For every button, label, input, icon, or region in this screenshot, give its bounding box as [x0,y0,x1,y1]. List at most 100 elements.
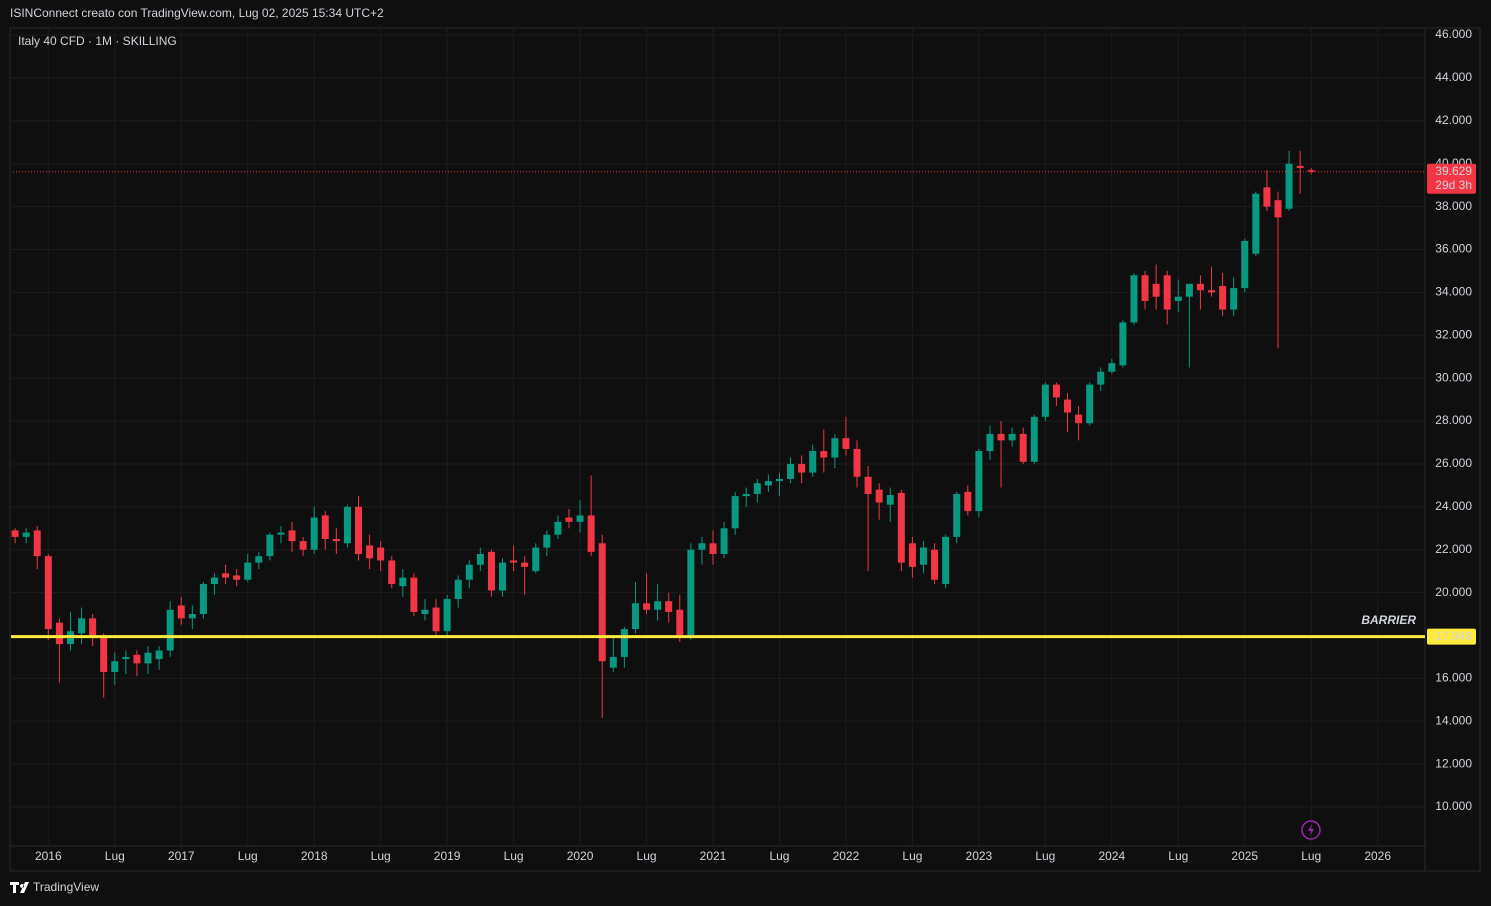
candle-body [188,614,196,619]
candle-body [122,656,130,660]
candle-body [399,577,407,587]
candle-body [1108,363,1116,372]
candle-body [310,517,318,550]
x-tick-label: 2022 [833,849,860,863]
candle-body [465,564,473,580]
candle-body [609,656,617,668]
candle-body [908,543,916,567]
candle-body [1196,283,1204,291]
y-tick-label: 28.000 [1435,413,1472,427]
candle-body [33,530,41,557]
y-tick-label: 16.000 [1435,671,1472,685]
x-tick-label: 2025 [1231,849,1258,863]
last-price-label: 39.629 [1435,164,1472,178]
x-tick-label: 2021 [700,849,727,863]
candle-body [388,560,396,585]
candle-body [476,554,484,565]
candle-body [764,481,772,486]
candle-body [1241,240,1249,289]
candle-body [964,491,972,512]
candle-body [1296,165,1304,169]
candle-body [410,577,418,612]
candle-body [210,577,218,585]
candle-body [1230,288,1238,310]
candle-body [665,601,673,612]
x-tick-label: 2019 [434,849,461,863]
candle-body [787,463,795,479]
barrier-price-tag [1427,628,1476,645]
candle-body [1064,399,1071,413]
candle-body [377,547,385,561]
y-tick-label: 46.000 [1435,27,1472,41]
y-tick-label: 32.000 [1435,327,1472,341]
x-tick-label: 2023 [966,849,993,863]
x-tick-label: Lug [238,849,258,863]
y-tick-label: 30.000 [1435,370,1472,384]
candle-body [775,478,783,482]
candle-body [144,652,152,664]
candle-body [1008,433,1016,441]
x-tick-label: Lug [637,849,657,863]
candle-body [853,448,861,477]
candle-body [454,579,462,600]
candle-body [1019,433,1027,462]
candle-body [1185,283,1193,297]
candle-body [443,599,451,632]
candle-body [288,530,296,542]
candle-body [1219,285,1227,310]
candle-body [842,438,850,449]
candle-body [355,506,362,555]
x-tick-label: Lug [1301,849,1321,863]
candle-body [864,476,872,494]
y-tick-label: 24.000 [1435,499,1472,513]
candle-body [720,528,728,555]
x-tick-label: 2017 [168,849,195,863]
candle-body [199,584,207,615]
candle-body [698,543,706,550]
candle-body [975,451,983,512]
candle-body [1097,371,1105,385]
y-tick-label: 34.000 [1435,285,1472,299]
y-tick-label: 12.000 [1435,756,1472,770]
y-tick-label: 42.000 [1435,113,1472,127]
candle-body [820,451,828,458]
candle-body [332,539,340,542]
x-tick-label: Lug [105,849,125,863]
candle-body [1119,322,1127,366]
candle-body [22,532,30,537]
candle-body [687,549,695,636]
barrier-annotation: BARRIER [1361,613,1416,627]
candle-body [654,601,662,610]
candle-body [1041,384,1049,417]
candle-body [742,493,750,497]
candle-body [919,547,927,565]
footer-text: TradingView [33,880,99,894]
candle-body [897,492,905,563]
candle-body [89,618,97,638]
y-tick-label: 14.000 [1435,713,1472,727]
candle-body [111,661,119,672]
candle-body [222,573,230,578]
candle-body [576,515,584,522]
candle-body [277,532,285,535]
candle-body [942,536,950,585]
candle-body [1163,275,1171,310]
candle-body [78,618,86,634]
candle-body [1274,200,1282,218]
y-tick-label: 26.000 [1435,456,1472,470]
candle-body [1307,170,1315,172]
candle-body [831,438,839,458]
candle-body [55,622,63,645]
candle-body [1086,384,1094,424]
x-tick-label: Lug [371,849,391,863]
candle-body [299,541,307,550]
countdown-label: 29d 3h [1435,178,1472,192]
candle-body [731,496,739,529]
candle-body [487,551,495,591]
candle-body [44,556,52,630]
alert-icon [1301,820,1321,840]
candle-body [177,605,185,619]
x-tick-label: 2020 [567,849,594,863]
candle-body [255,556,263,563]
